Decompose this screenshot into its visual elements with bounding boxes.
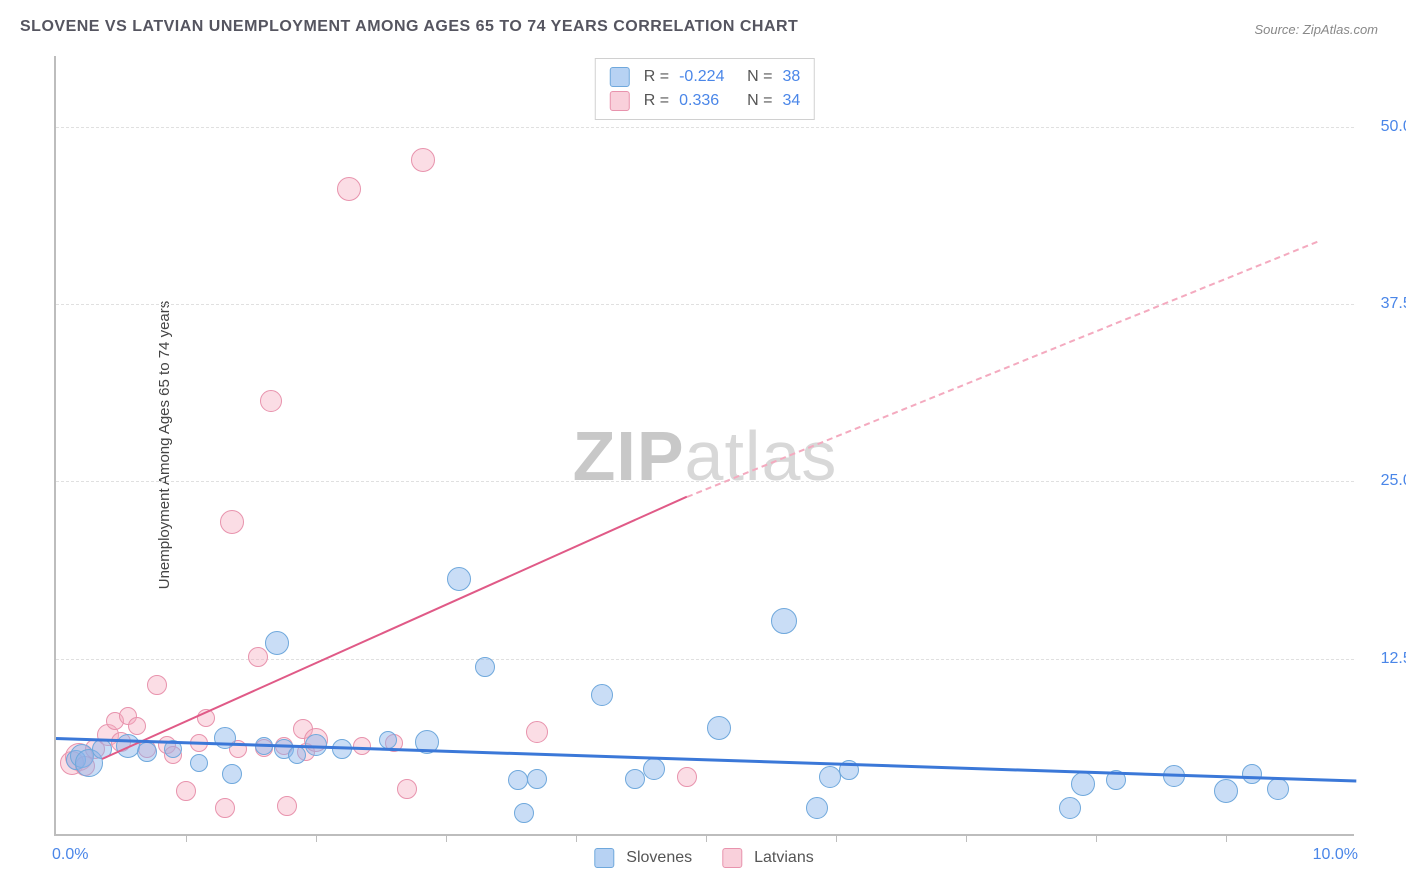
data-point (288, 746, 306, 764)
legend-swatch (594, 848, 614, 868)
r-value: -0.224 (679, 65, 737, 89)
y-tick-label: 37.5% (1381, 295, 1406, 313)
data-point (707, 716, 731, 740)
data-point (260, 390, 282, 412)
data-point (677, 767, 697, 787)
data-point (526, 721, 548, 743)
watermark: ZIPatlas (573, 416, 838, 496)
data-point (1267, 778, 1289, 800)
data-point (1059, 797, 1081, 819)
y-tick-label: 25.0% (1381, 472, 1406, 490)
data-point (176, 781, 196, 801)
n-label: N = (747, 89, 772, 113)
data-point (508, 770, 528, 790)
data-point (625, 769, 645, 789)
gridline (56, 127, 1354, 128)
n-label: N = (747, 65, 772, 89)
trend-line (56, 737, 1356, 783)
legend: Slovenes Latvians (594, 848, 813, 868)
data-point (190, 754, 208, 772)
y-tick-label: 50.0% (1381, 118, 1406, 136)
data-point (1214, 779, 1238, 803)
data-point (819, 766, 841, 788)
x-tick (1226, 834, 1227, 842)
stats-row: R = -0.224 N = 38 (610, 65, 800, 89)
x-tick (706, 834, 707, 842)
r-label: R = (644, 65, 669, 89)
x-axis-min-label: 0.0% (52, 846, 88, 864)
chart-title: SLOVENE VS LATVIAN UNEMPLOYMENT AMONG AG… (20, 18, 798, 36)
data-point (222, 764, 242, 784)
x-tick (186, 834, 187, 842)
legend-label: Latvians (754, 849, 814, 867)
watermark-light: atlas (685, 417, 838, 495)
legend-label: Slovenes (626, 849, 692, 867)
data-point (643, 758, 665, 780)
data-point (397, 779, 417, 799)
data-point (411, 148, 435, 172)
chart-area: Unemployment Among Ages 65 to 74 years Z… (54, 56, 1354, 836)
x-tick (446, 834, 447, 842)
data-point (447, 567, 471, 591)
stats-row: R = 0.336 N = 34 (610, 89, 800, 113)
gridline (56, 481, 1354, 482)
x-tick (1096, 834, 1097, 842)
x-tick (966, 834, 967, 842)
x-tick (576, 834, 577, 842)
data-point (806, 797, 828, 819)
data-point (771, 608, 797, 634)
data-point (147, 675, 167, 695)
data-point (1242, 764, 1262, 784)
data-point (514, 803, 534, 823)
data-point (475, 657, 495, 677)
legend-swatch (722, 848, 742, 868)
legend-item: Slovenes (594, 848, 692, 868)
data-point (1071, 772, 1095, 796)
r-value: 0.336 (679, 89, 737, 113)
data-point (337, 177, 361, 201)
data-point (128, 717, 146, 735)
data-point (215, 798, 235, 818)
x-tick (836, 834, 837, 842)
source-attribution: Source: ZipAtlas.com (1254, 22, 1378, 37)
legend-swatch (610, 67, 630, 87)
data-point (527, 769, 547, 789)
stats-box: R = -0.224 N = 38 R = 0.336 N = 34 (595, 58, 815, 120)
legend-swatch (610, 91, 630, 111)
x-tick (316, 834, 317, 842)
x-axis-max-label: 10.0% (1313, 846, 1358, 864)
trend-line (101, 496, 687, 760)
data-point (277, 796, 297, 816)
plot-region: Unemployment Among Ages 65 to 74 years Z… (54, 56, 1354, 836)
y-tick-label: 12.5% (1381, 650, 1406, 668)
data-point (137, 742, 157, 762)
data-point (265, 631, 289, 655)
trend-line (686, 240, 1317, 497)
watermark-bold: ZIP (573, 417, 685, 495)
data-point (591, 684, 613, 706)
data-point (248, 647, 268, 667)
legend-item: Latvians (722, 848, 814, 868)
y-axis-label: Unemployment Among Ages 65 to 74 years (156, 301, 173, 590)
data-point (220, 510, 244, 534)
n-value: 34 (782, 89, 800, 113)
n-value: 38 (782, 65, 800, 89)
r-label: R = (644, 89, 669, 113)
